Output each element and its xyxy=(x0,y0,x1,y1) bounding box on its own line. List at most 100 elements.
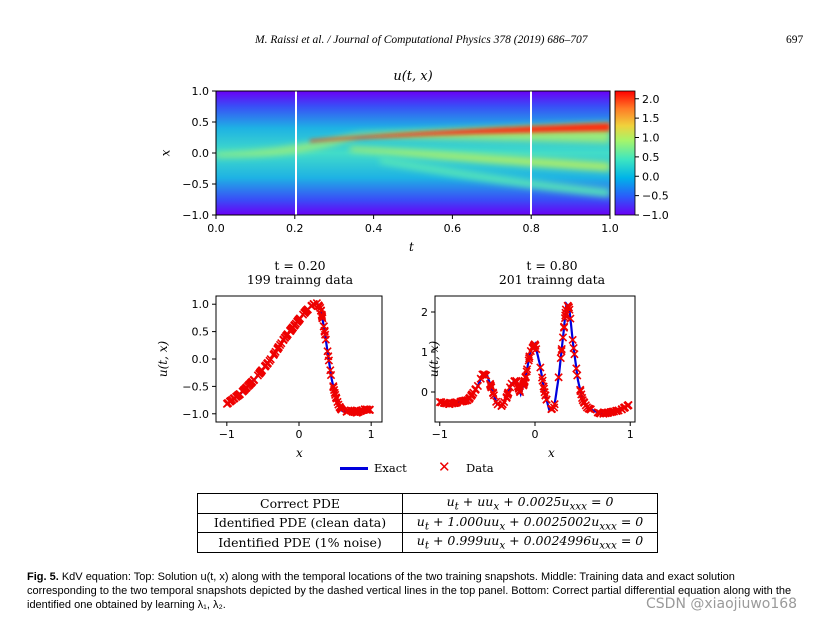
heatmap-y-tick-label: −0.5 xyxy=(182,178,209,191)
table-row: Correct PDE ut + uux + 0.0025uxxx = 0 xyxy=(197,493,658,514)
data-marker xyxy=(342,407,351,416)
data-marker xyxy=(520,377,529,387)
heatmap-figure: 0.0 0.2 0.4 0.6 0.8 1.0 1.0 0.5 0.0 −0.5 −1.0 2.0… xyxy=(182,85,669,235)
table-cell-equation: ut + 0.999uux + 0.0024996uxxx = 0 xyxy=(402,532,658,553)
data-marker xyxy=(568,335,577,345)
legend-exact-label: Exact xyxy=(374,461,407,475)
colorbar-tick-label: −0.5 xyxy=(642,190,669,203)
data-marker xyxy=(584,404,593,413)
y-tick-label: −1.0 xyxy=(182,408,209,421)
right-y-label: u(t, x) xyxy=(427,340,442,378)
heatmap-y-tick-label: 0.0 xyxy=(192,147,210,160)
data-marker xyxy=(331,390,340,400)
legend-data-marker: ✕ xyxy=(438,458,451,476)
heatmap-y-tick-label: 1.0 xyxy=(192,85,210,98)
data-marker xyxy=(609,407,619,416)
data-marker xyxy=(572,364,581,373)
x-tick-label: 1 xyxy=(627,428,634,441)
colorbar-tick-label: 1.5 xyxy=(642,112,660,125)
data-marker xyxy=(559,323,569,332)
data-marker xyxy=(493,400,502,409)
heatmap-x-tick-label: 0.4 xyxy=(365,222,383,235)
heatmap-x-label: t xyxy=(409,240,414,254)
data-marker xyxy=(486,381,495,391)
data-marker xyxy=(479,370,488,379)
table-cell-equation: ut + 1.000uux + 0.0025002uxxx = 0 xyxy=(402,512,658,533)
data-marker xyxy=(302,305,312,315)
data-marker xyxy=(539,382,548,391)
data-marker xyxy=(290,321,299,330)
data-marker xyxy=(541,391,550,400)
x-tick-label: 0 xyxy=(296,428,303,441)
colorbar-tick-label: −1.0 xyxy=(642,209,669,222)
pde-table: Correct PDE ut + uux + 0.0025uxxx = 0 Id… xyxy=(197,493,658,553)
data-marker xyxy=(326,370,336,380)
y-tick-label: 1 xyxy=(421,346,428,359)
data-marker xyxy=(561,311,570,320)
table-cell-label: Identified PDE (1% noise) xyxy=(197,532,403,553)
left-y-label: u(t, x) xyxy=(156,340,171,378)
data-marker xyxy=(549,403,559,412)
page-number: 697 xyxy=(786,34,804,46)
data-marker xyxy=(321,335,330,344)
data-marker xyxy=(505,383,515,392)
right-snapshot-plot: −1 0 1 2 1 0 xyxy=(421,295,636,441)
data-marker xyxy=(489,391,499,400)
data-marker xyxy=(576,386,585,396)
data-marker xyxy=(266,355,275,364)
heatmap-y-label: x xyxy=(158,149,173,157)
colorbar xyxy=(614,90,636,216)
snapshot-figure: −1 0 1 1.0 0.5 0.0 −0.5 −1.0 −1 0 1 2 1 0 xyxy=(182,295,636,441)
data-marker xyxy=(320,326,329,335)
heatmap-x-tick-label: 0.2 xyxy=(286,222,304,235)
data-marker xyxy=(554,373,563,382)
data-marker xyxy=(522,365,532,374)
x-tick-label: −1 xyxy=(432,428,448,441)
x-tick-label: 1 xyxy=(368,428,375,441)
left-plot-frame xyxy=(215,295,383,423)
table-cell-equation: ut + uux + 0.0025uxxx = 0 xyxy=(402,493,658,514)
y-tick-label: 0.0 xyxy=(192,353,210,366)
data-marker xyxy=(488,388,498,397)
heatmap-x-tick-label: 0.8 xyxy=(522,222,540,235)
data-marker xyxy=(557,344,566,354)
data-marker xyxy=(255,368,265,377)
right-x-label: x xyxy=(548,446,555,460)
data-marker xyxy=(603,408,613,417)
data-marker xyxy=(329,383,338,392)
data-marker xyxy=(499,397,509,407)
data-marker xyxy=(271,347,280,356)
heatmap-x-tick-label: 0.0 xyxy=(207,222,225,235)
data-marker xyxy=(464,394,474,404)
data-marker xyxy=(573,371,582,380)
data-marker xyxy=(569,343,578,353)
left-snapshot-plot: −1 0 1 1.0 0.5 0.0 −0.5 −1.0 xyxy=(182,295,383,441)
right-panel-title: t = 0.80 201 trainng data xyxy=(452,259,652,287)
data-marker xyxy=(524,356,533,365)
data-marker xyxy=(331,393,341,402)
heatmap-x-tick-label: 1.0 xyxy=(601,222,619,235)
data-marker xyxy=(485,379,495,389)
table-cell-label: Correct PDE xyxy=(197,493,403,514)
y-tick-label: 0 xyxy=(421,386,428,399)
data-marker xyxy=(317,311,327,320)
left-ticks: −1 0 1 1.0 0.5 0.0 −0.5 −1.0 xyxy=(182,298,374,441)
heatmap-title: u(t, x) xyxy=(393,69,433,84)
data-marker xyxy=(476,374,485,383)
left-x-label: x xyxy=(296,446,303,460)
left-data-markers xyxy=(222,298,374,417)
data-marker xyxy=(350,407,359,416)
data-marker xyxy=(593,408,602,417)
left-panel-count: 199 trainng data xyxy=(246,272,354,287)
colorbar-ticks: 2.0 1.5 1.0 0.5 0.0 −0.5 −1.0 xyxy=(635,93,669,222)
left-panel-time: t = 0.20 xyxy=(274,258,326,273)
data-marker xyxy=(561,308,570,317)
table-cell-label: Identified PDE (clean data) xyxy=(197,512,403,533)
x-tick-label: −1 xyxy=(219,428,235,441)
data-marker xyxy=(365,405,374,415)
heatmap-y-tick-label: −1.0 xyxy=(182,209,209,222)
data-marker xyxy=(318,314,327,323)
data-marker xyxy=(295,315,304,324)
data-marker xyxy=(261,361,270,371)
data-marker xyxy=(324,352,333,361)
